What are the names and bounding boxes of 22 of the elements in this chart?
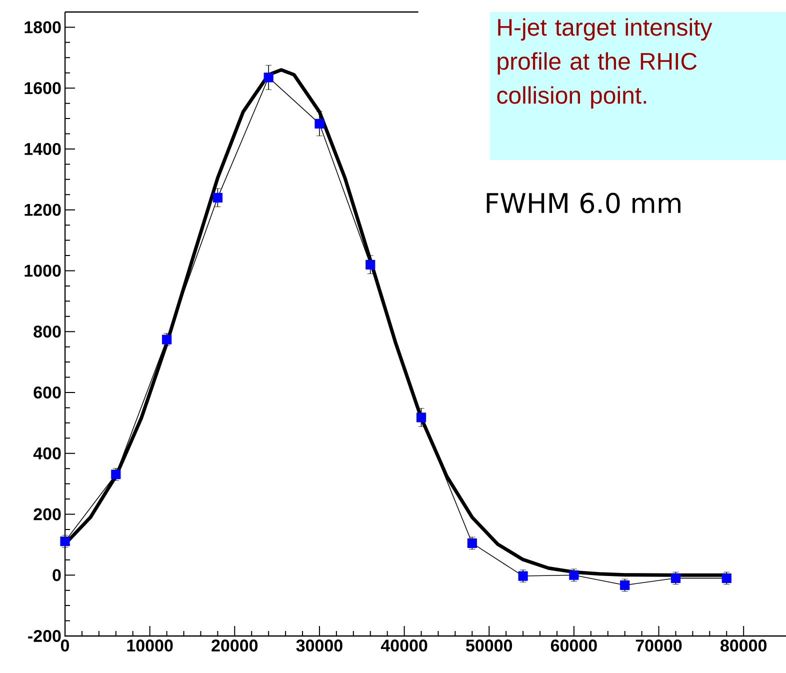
x-tick-label: 30000 bbox=[296, 640, 342, 652]
y-tick-label: 400 bbox=[33, 447, 61, 460]
y-tick-label: 1400 bbox=[24, 142, 61, 155]
x-tick-label: 0 bbox=[60, 640, 70, 652]
x-tick-label: 50000 bbox=[466, 640, 512, 652]
y-tick-label: 200 bbox=[34, 508, 61, 520]
y-tick-label: 600 bbox=[34, 386, 61, 399]
annotation: H-jet target intensity profile at the RHIC collision point. bbox=[497, 18, 712, 109]
x-tick-label: 10000 bbox=[127, 640, 173, 652]
x-tick-label: 70000 bbox=[636, 640, 682, 652]
y-tick-label: 800 bbox=[34, 326, 61, 338]
x-tick-label: 20000 bbox=[212, 640, 258, 652]
y-tick-label: 1200 bbox=[24, 204, 61, 216]
annotation: FWHM 6.0 mm bbox=[486, 192, 680, 214]
x-tick-label: 40000 bbox=[380, 640, 428, 652]
y-tick-label: -200 bbox=[28, 630, 61, 642]
y-tick-label: 1000 bbox=[24, 264, 61, 277]
y-tick-label: 1800 bbox=[24, 21, 61, 34]
y-tick-label: 1600 bbox=[24, 82, 61, 94]
y-tick-label: 0 bbox=[52, 569, 61, 582]
x-tick-label: 80000 bbox=[720, 640, 767, 652]
x-tick-label: 60000 bbox=[550, 640, 597, 652]
